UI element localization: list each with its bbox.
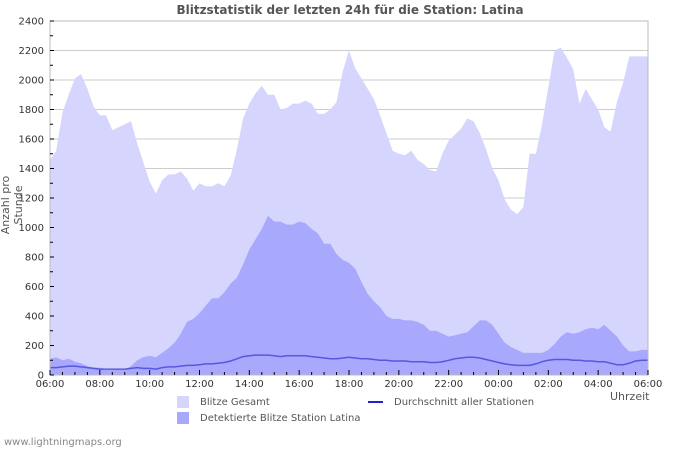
svg-text:200: 200 [25, 341, 44, 352]
svg-text:00:00: 00:00 [484, 379, 513, 390]
svg-text:2200: 2200 [19, 46, 44, 57]
svg-text:400: 400 [25, 312, 44, 323]
svg-text:20:00: 20:00 [384, 379, 413, 390]
svg-text:1600: 1600 [19, 135, 44, 146]
svg-text:04:00: 04:00 [584, 379, 613, 390]
legend-label-station: Detektierte Blitze Station Latina [200, 413, 361, 424]
svg-text:1200: 1200 [19, 194, 44, 205]
legend-swatch-station [177, 412, 189, 424]
svg-text:10:00: 10:00 [135, 379, 164, 390]
legend-swatch-average [368, 401, 383, 403]
area-station-latina [50, 215, 648, 375]
legend-label-total: Blitze Gesamt [200, 397, 270, 408]
svg-text:02:00: 02:00 [534, 379, 563, 390]
legend-swatch-total [177, 396, 189, 408]
chart-title: Blitzstatistik der letzten 24h für die S… [176, 3, 524, 17]
x-axis: 06:00 08:00 10:00 12:00 14:00 16:00 18:00 20:00… [36, 370, 663, 390]
svg-text:1800: 1800 [19, 105, 44, 116]
legend-label-average: Durchschnitt aller Stationen [394, 397, 535, 408]
svg-text:1400: 1400 [19, 164, 44, 175]
svg-text:18:00: 18:00 [335, 379, 364, 390]
y-axis-label: Anzahl pro Stunde [0, 175, 25, 235]
svg-text:08:00: 08:00 [85, 379, 114, 390]
x-axis-label: Uhrzeit [610, 390, 650, 403]
y-axis: 0 200 400 600 800 1000 1200 1400 1600 1800 2000 220… [19, 17, 54, 382]
svg-text:16:00: 16:00 [285, 379, 314, 390]
svg-text:06:00: 06:00 [634, 379, 663, 390]
footer-credit: www.lightningmaps.org [4, 437, 122, 448]
line-durchschnitt [50, 354, 648, 370]
svg-text:600: 600 [25, 282, 44, 293]
svg-text:22:00: 22:00 [434, 379, 463, 390]
area-blitze-gesamt [50, 47, 648, 375]
svg-text:2000: 2000 [19, 76, 44, 87]
svg-text:12:00: 12:00 [185, 379, 214, 390]
svg-text:800: 800 [25, 253, 44, 264]
svg-text:06:00: 06:00 [36, 379, 65, 390]
svg-text:0: 0 [38, 371, 44, 382]
svg-text:2400: 2400 [19, 17, 44, 28]
svg-text:1000: 1000 [19, 223, 44, 234]
svg-text:14:00: 14:00 [235, 379, 264, 390]
